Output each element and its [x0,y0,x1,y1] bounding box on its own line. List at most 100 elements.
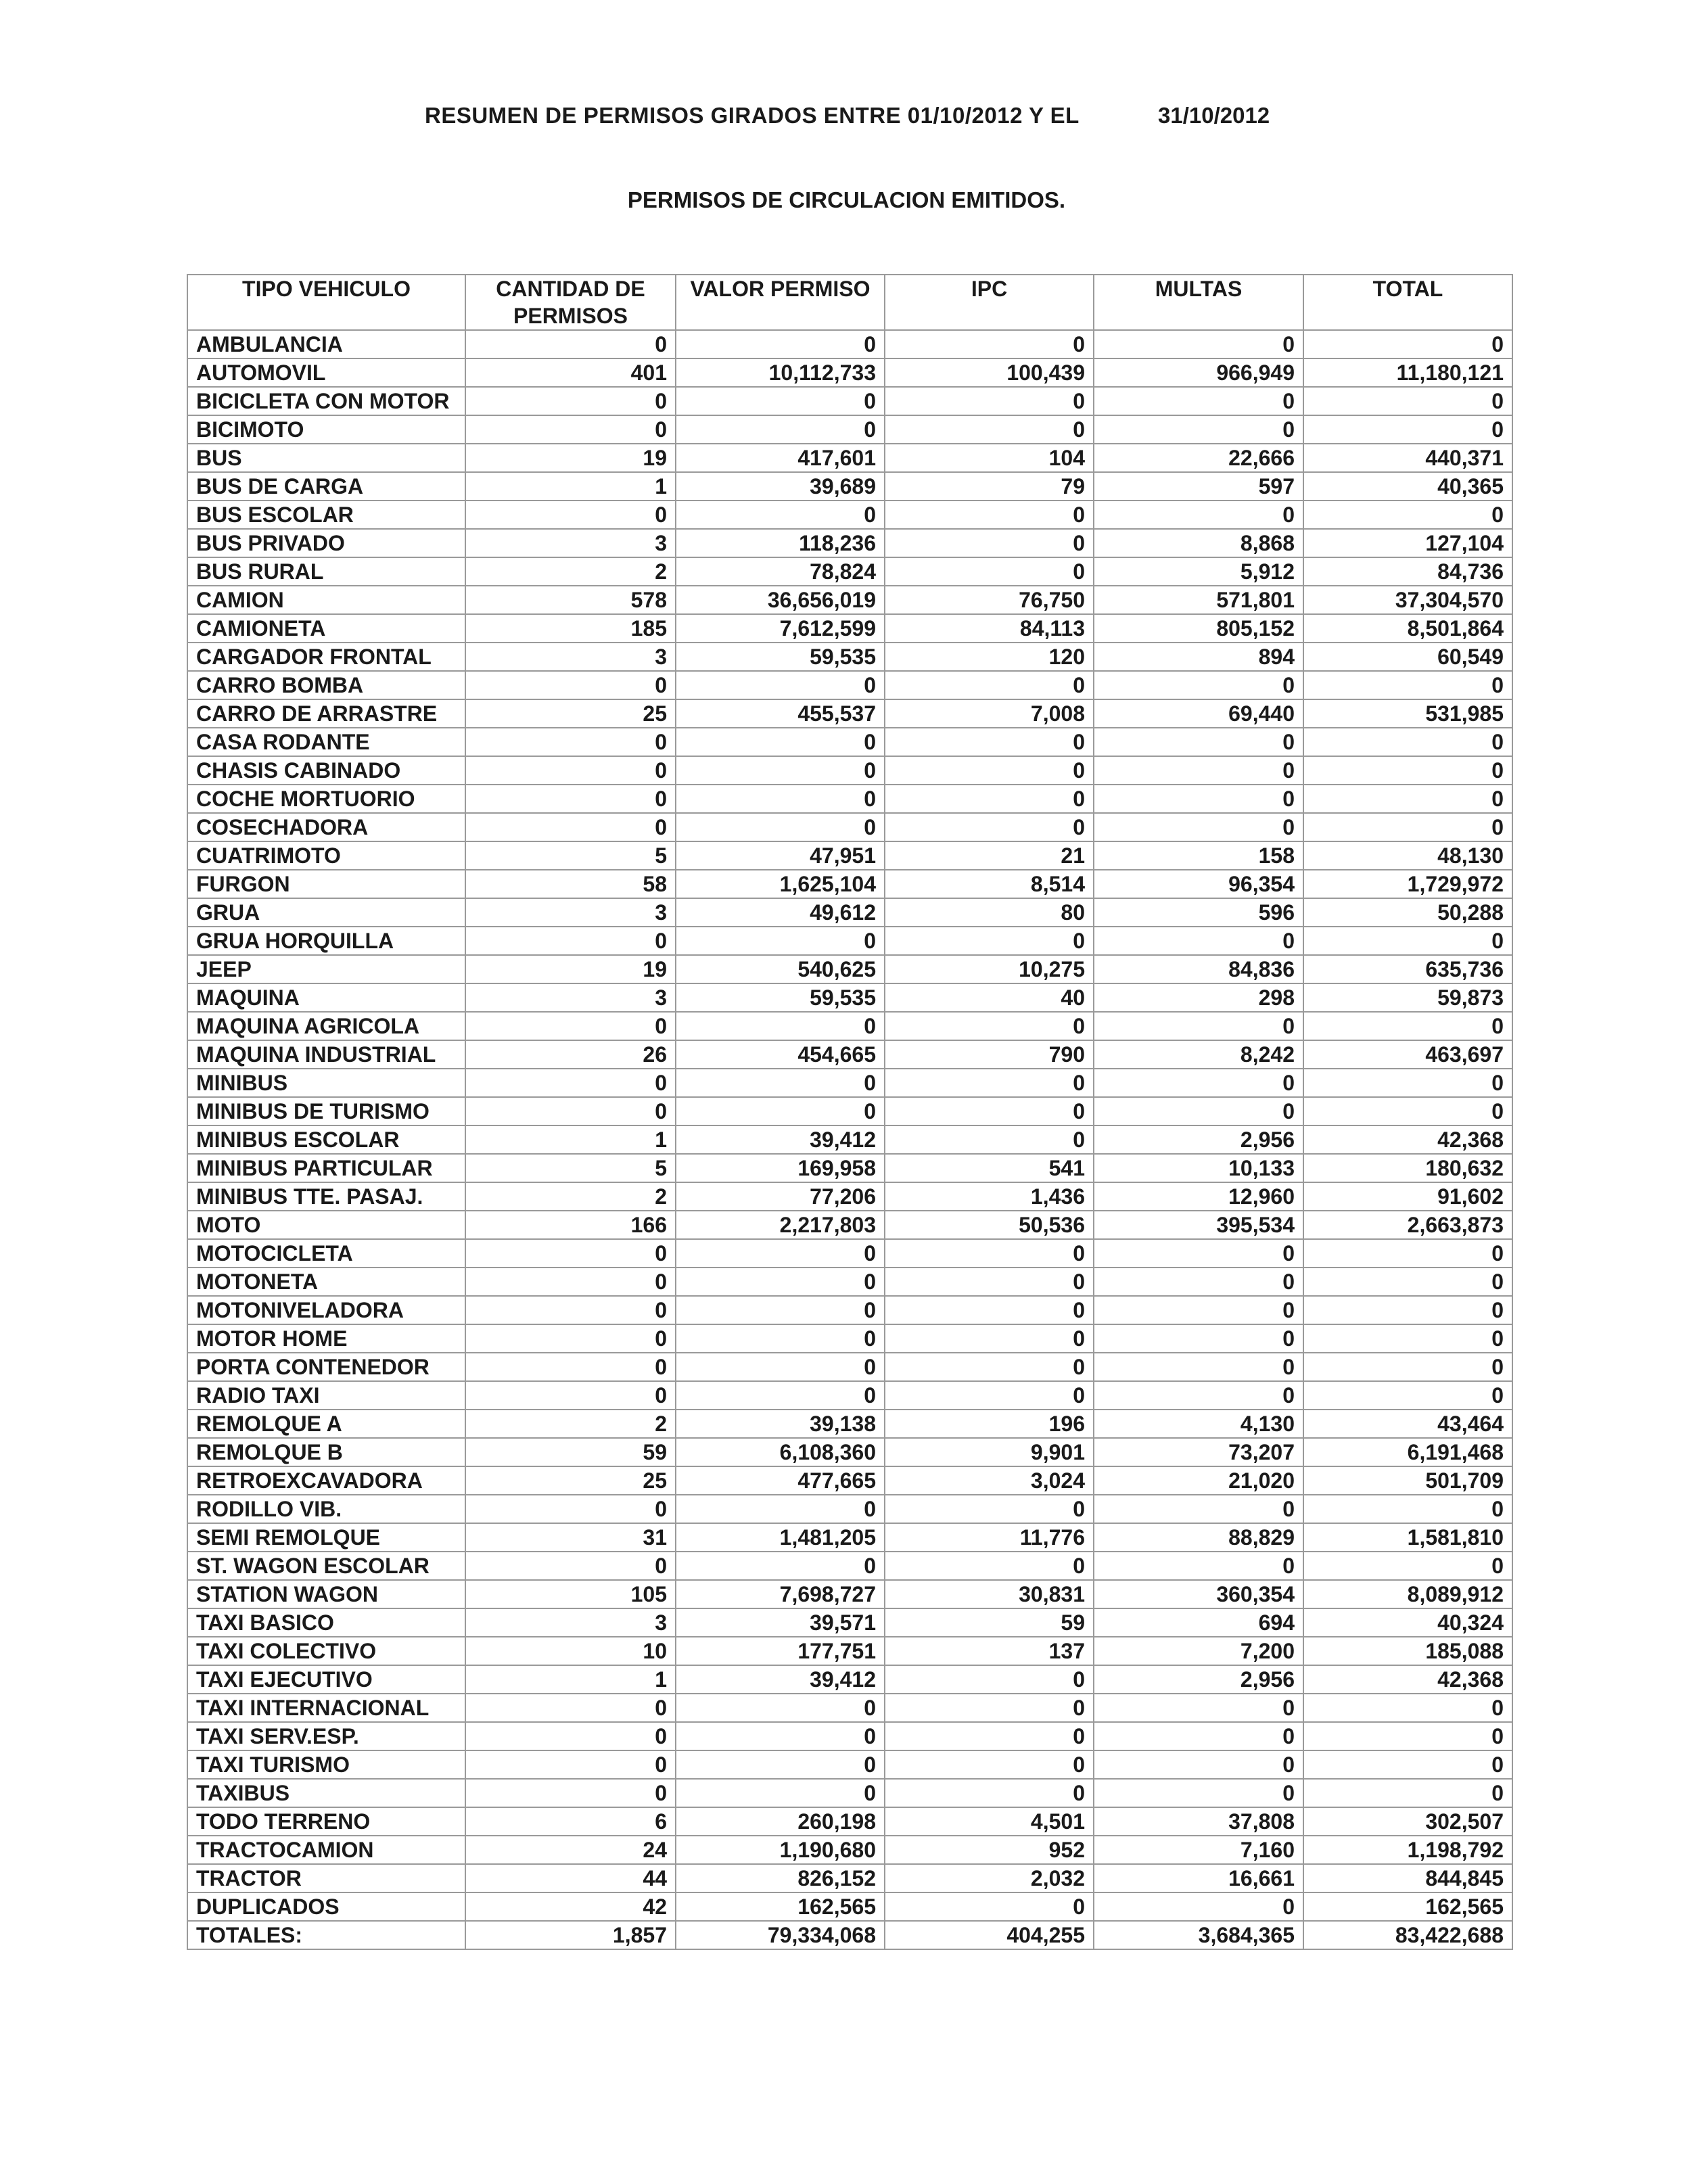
vehicle-type-cell: MOTONETA [187,1267,466,1297]
table-row: TRACTOR 44 826,152 2,032 16,661 844,845 [187,1863,1513,1893]
value-cell: 0 [675,1324,885,1353]
table-row: SEMI REMOLQUE 31 1,481,205 11,776 88,829 1,58… [187,1523,1513,1552]
value-cell: 44 [465,1863,676,1893]
value-cell: 7,008 [884,699,1094,728]
value-cell: 118,236 [675,528,885,558]
value-cell: 1,857 [465,1920,676,1950]
value-cell: 0 [1093,1693,1304,1723]
value-cell: 0 [465,1380,676,1410]
value-cell: 0 [1303,500,1513,530]
value-cell: 790 [884,1040,1094,1069]
value-cell: 360,354 [1093,1579,1304,1609]
value-cell: 805,152 [1093,613,1304,643]
value-cell: 48,130 [1303,841,1513,870]
value-cell: 49,612 [675,898,885,927]
value-cell: 1,481,205 [675,1523,885,1552]
table-row: RADIO TAXI 0 0 0 0 0 [187,1380,1513,1410]
value-cell: 0 [1093,500,1304,530]
vehicle-type-cell: CARRO BOMBA [187,670,466,700]
value-cell: 11,776 [884,1523,1094,1552]
value-cell: 826,152 [675,1863,885,1893]
value-cell: 0 [675,386,885,416]
table-row: DUPLICADOS 42 162,565 0 0 162,565 [187,1892,1513,1922]
report-end-date: 31/10/2012 [1158,103,1270,128]
value-cell: 39,571 [675,1608,885,1637]
value-cell: 0 [465,1011,676,1041]
value-cell: 1,581,810 [1303,1523,1513,1552]
table-row: TAXI INTERNACIONAL 0 0 0 0 0 [187,1693,1513,1723]
table-row: FURGON 58 1,625,104 8,514 96,354 1,729,972 [187,869,1513,899]
value-cell: 260,198 [675,1807,885,1836]
vehicle-type-cell: TOTALES: [187,1920,466,1950]
table-row: AUTOMOVIL 401 10,112,733 100,439 966,949 11,1… [187,358,1513,388]
value-cell: 0 [884,1267,1094,1297]
value-cell: 5 [465,1153,676,1183]
vehicle-type-cell: PORTA CONTENEDOR [187,1352,466,1382]
table-row: CAMIONETA 185 7,612,599 84,113 805,152 8,501,… [187,613,1513,643]
value-cell: 1,436 [884,1182,1094,1211]
value-cell: 39,689 [675,471,885,501]
vehicle-type-cell: SEMI REMOLQUE [187,1523,466,1552]
value-cell: 9,901 [884,1437,1094,1467]
value-cell: 0 [1303,727,1513,757]
value-cell: 0 [675,1352,885,1382]
vehicle-type-cell: TAXI TURISMO [187,1750,466,1780]
value-cell: 25 [465,1466,676,1495]
value-cell: 0 [675,812,885,842]
vehicle-type-cell: REMOLQUE B [187,1437,466,1467]
value-cell: 0 [465,386,676,416]
value-cell: 59,873 [1303,983,1513,1013]
value-cell: 8,501,864 [1303,613,1513,643]
value-cell: 0 [1093,1380,1304,1410]
value-cell: 162,565 [1303,1892,1513,1922]
value-cell: 0 [1093,1011,1304,1041]
table-row: BUS RURAL 2 78,824 0 5,912 84,736 [187,557,1513,586]
value-cell: 50,288 [1303,898,1513,927]
table-row: BICICLETA CON MOTOR 0 0 0 0 0 [187,386,1513,416]
vehicle-type-cell: TODO TERRENO [187,1807,466,1836]
value-cell: 6 [465,1807,676,1836]
value-cell: 0 [465,756,676,785]
value-cell: 39,138 [675,1409,885,1439]
value-cell: 1,198,792 [1303,1835,1513,1865]
value-cell: 1 [465,1665,676,1694]
value-cell: 42 [465,1892,676,1922]
value-cell: 120 [884,642,1094,672]
value-cell: 0 [1303,756,1513,785]
value-cell: 3 [465,898,676,927]
table-row: GRUA HORQUILLA 0 0 0 0 0 [187,926,1513,956]
value-cell: 0 [465,926,676,956]
value-cell: 0 [675,415,885,444]
value-cell: 40,365 [1303,471,1513,501]
value-cell: 0 [1093,1267,1304,1297]
table-row: CARRO DE ARRASTRE 25 455,537 7,008 69,440 531… [187,699,1513,728]
value-cell: 0 [884,1068,1094,1098]
value-cell: 3,684,365 [1093,1920,1304,1950]
table-row: CARRO BOMBA 0 0 0 0 0 [187,670,1513,700]
value-cell: 455,537 [675,699,885,728]
vehicle-type-cell: AUTOMOVIL [187,358,466,388]
value-cell: 10 [465,1636,676,1666]
value-cell: 0 [465,812,676,842]
value-cell: 0 [1093,1494,1304,1524]
value-cell: 0 [1303,1096,1513,1126]
value-cell: 0 [1093,1778,1304,1808]
value-cell: 635,736 [1303,954,1513,984]
table-row: COSECHADORA 0 0 0 0 0 [187,812,1513,842]
vehicle-type-cell: TAXI COLECTIVO [187,1636,466,1666]
value-cell: 0 [465,1494,676,1524]
vehicle-type-cell: TAXI BASICO [187,1608,466,1637]
value-cell: 0 [884,727,1094,757]
table-row: MOTO 166 2,217,803 50,536 395,534 2,663,873 [187,1210,1513,1240]
value-cell: 105 [465,1579,676,1609]
value-cell: 0 [1093,1892,1304,1922]
value-cell: 76,750 [884,585,1094,615]
table-row: JEEP 19 540,625 10,275 84,836 635,736 [187,954,1513,984]
value-cell: 40,324 [1303,1608,1513,1637]
value-cell: 0 [884,528,1094,558]
value-cell: 0 [465,1096,676,1126]
value-cell: 0 [1303,1324,1513,1353]
column-header: CANTIDAD DE PERMISOS [465,274,676,331]
column-header: TIPO VEHICULO [187,274,466,331]
value-cell: 162,565 [675,1892,885,1922]
